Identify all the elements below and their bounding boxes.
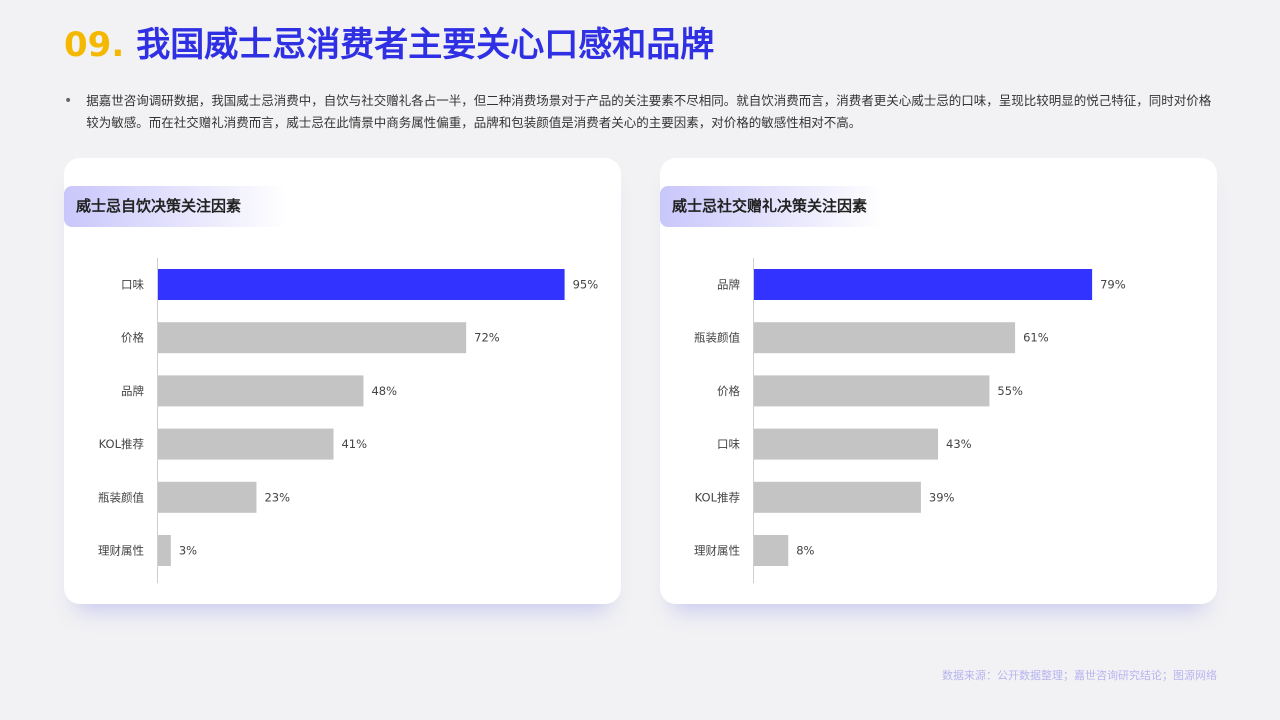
category-label: 价格 <box>717 384 740 398</box>
value-label: 48% <box>371 384 397 398</box>
value-label: 61% <box>1023 331 1049 345</box>
bar <box>754 322 1016 354</box>
bar <box>158 481 257 513</box>
section-number: 09. <box>64 25 125 65</box>
summary-paragraph: • 据嘉世咨询调研数据，我国威士忌消费中，自饮与社交赠礼各占一半，但二种消费场景… <box>64 90 1218 134</box>
chart-title: 威士忌自饮决策关注因素 <box>64 186 286 227</box>
value-label: 41% <box>341 437 367 451</box>
category-label: 理财属性 <box>694 544 740 558</box>
category-label: 品牌 <box>121 384 144 398</box>
value-label: 72% <box>474 331 500 345</box>
value-label: 95% <box>573 278 599 292</box>
bar <box>754 428 939 460</box>
category-label: 口味 <box>717 437 740 451</box>
value-label: 55% <box>997 384 1023 398</box>
category-label: KOL推荐 <box>99 437 144 451</box>
data-source-note: 数据来源：公开数据整理；嘉世咨询研究结论；图源网络 <box>942 669 1217 682</box>
value-label: 79% <box>1100 278 1126 292</box>
value-label: 39% <box>929 490 955 504</box>
bar <box>754 481 921 513</box>
title-text: 我国威士忌消费者主要关心口感和品牌 <box>136 25 715 65</box>
chart-card-self-drinking: 威士忌自饮决策关注因素 口味 95% 价格 72% 品牌 48% KOL推荐 41% 瓶装颜值 2… <box>64 158 621 604</box>
page-title: 09. 我国威士忌消费者主要关心口感和品牌 <box>64 22 714 68</box>
category-label: KOL推荐 <box>695 490 740 504</box>
category-label: 瓶装颜值 <box>694 331 740 345</box>
value-label: 3% <box>179 544 197 558</box>
bar <box>158 375 364 407</box>
bar <box>158 535 171 566</box>
bar <box>158 322 467 354</box>
value-label: 43% <box>946 437 972 451</box>
value-label: 8% <box>796 544 814 558</box>
chart-title: 威士忌社交赠礼决策关注因素 <box>660 186 882 227</box>
bar-chart-gifting: 品牌 79% 瓶装颜值 61% 价格 55% 口味 43% KOL推荐 39% 理财属性 8% <box>694 258 1126 584</box>
category-label: 价格 <box>121 331 144 345</box>
category-label: 理财属性 <box>98 544 144 558</box>
category-label: 瓶装颜值 <box>98 490 144 504</box>
chart-card-gifting: 威士忌社交赠礼决策关注因素 品牌 79% 瓶装颜值 61% 价格 55% 口味 43% KOL推… <box>660 158 1217 604</box>
bar <box>754 269 1093 300</box>
value-label: 23% <box>264 490 290 504</box>
bullet-icon: • <box>64 93 73 109</box>
bar-chart-self-drinking: 口味 95% 价格 72% 品牌 48% KOL推荐 41% 瓶装颜值 23% 理财属性 3% <box>98 258 599 584</box>
bar <box>158 269 565 300</box>
bar <box>754 375 990 407</box>
category-label: 品牌 <box>717 278 740 292</box>
category-label: 口味 <box>121 278 144 292</box>
bar <box>754 535 789 566</box>
bar <box>158 428 334 460</box>
summary-text: 据嘉世咨询调研数据，我国威士忌消费中，自饮与社交赠礼各占一半，但二种消费场景对于… <box>86 93 1212 130</box>
